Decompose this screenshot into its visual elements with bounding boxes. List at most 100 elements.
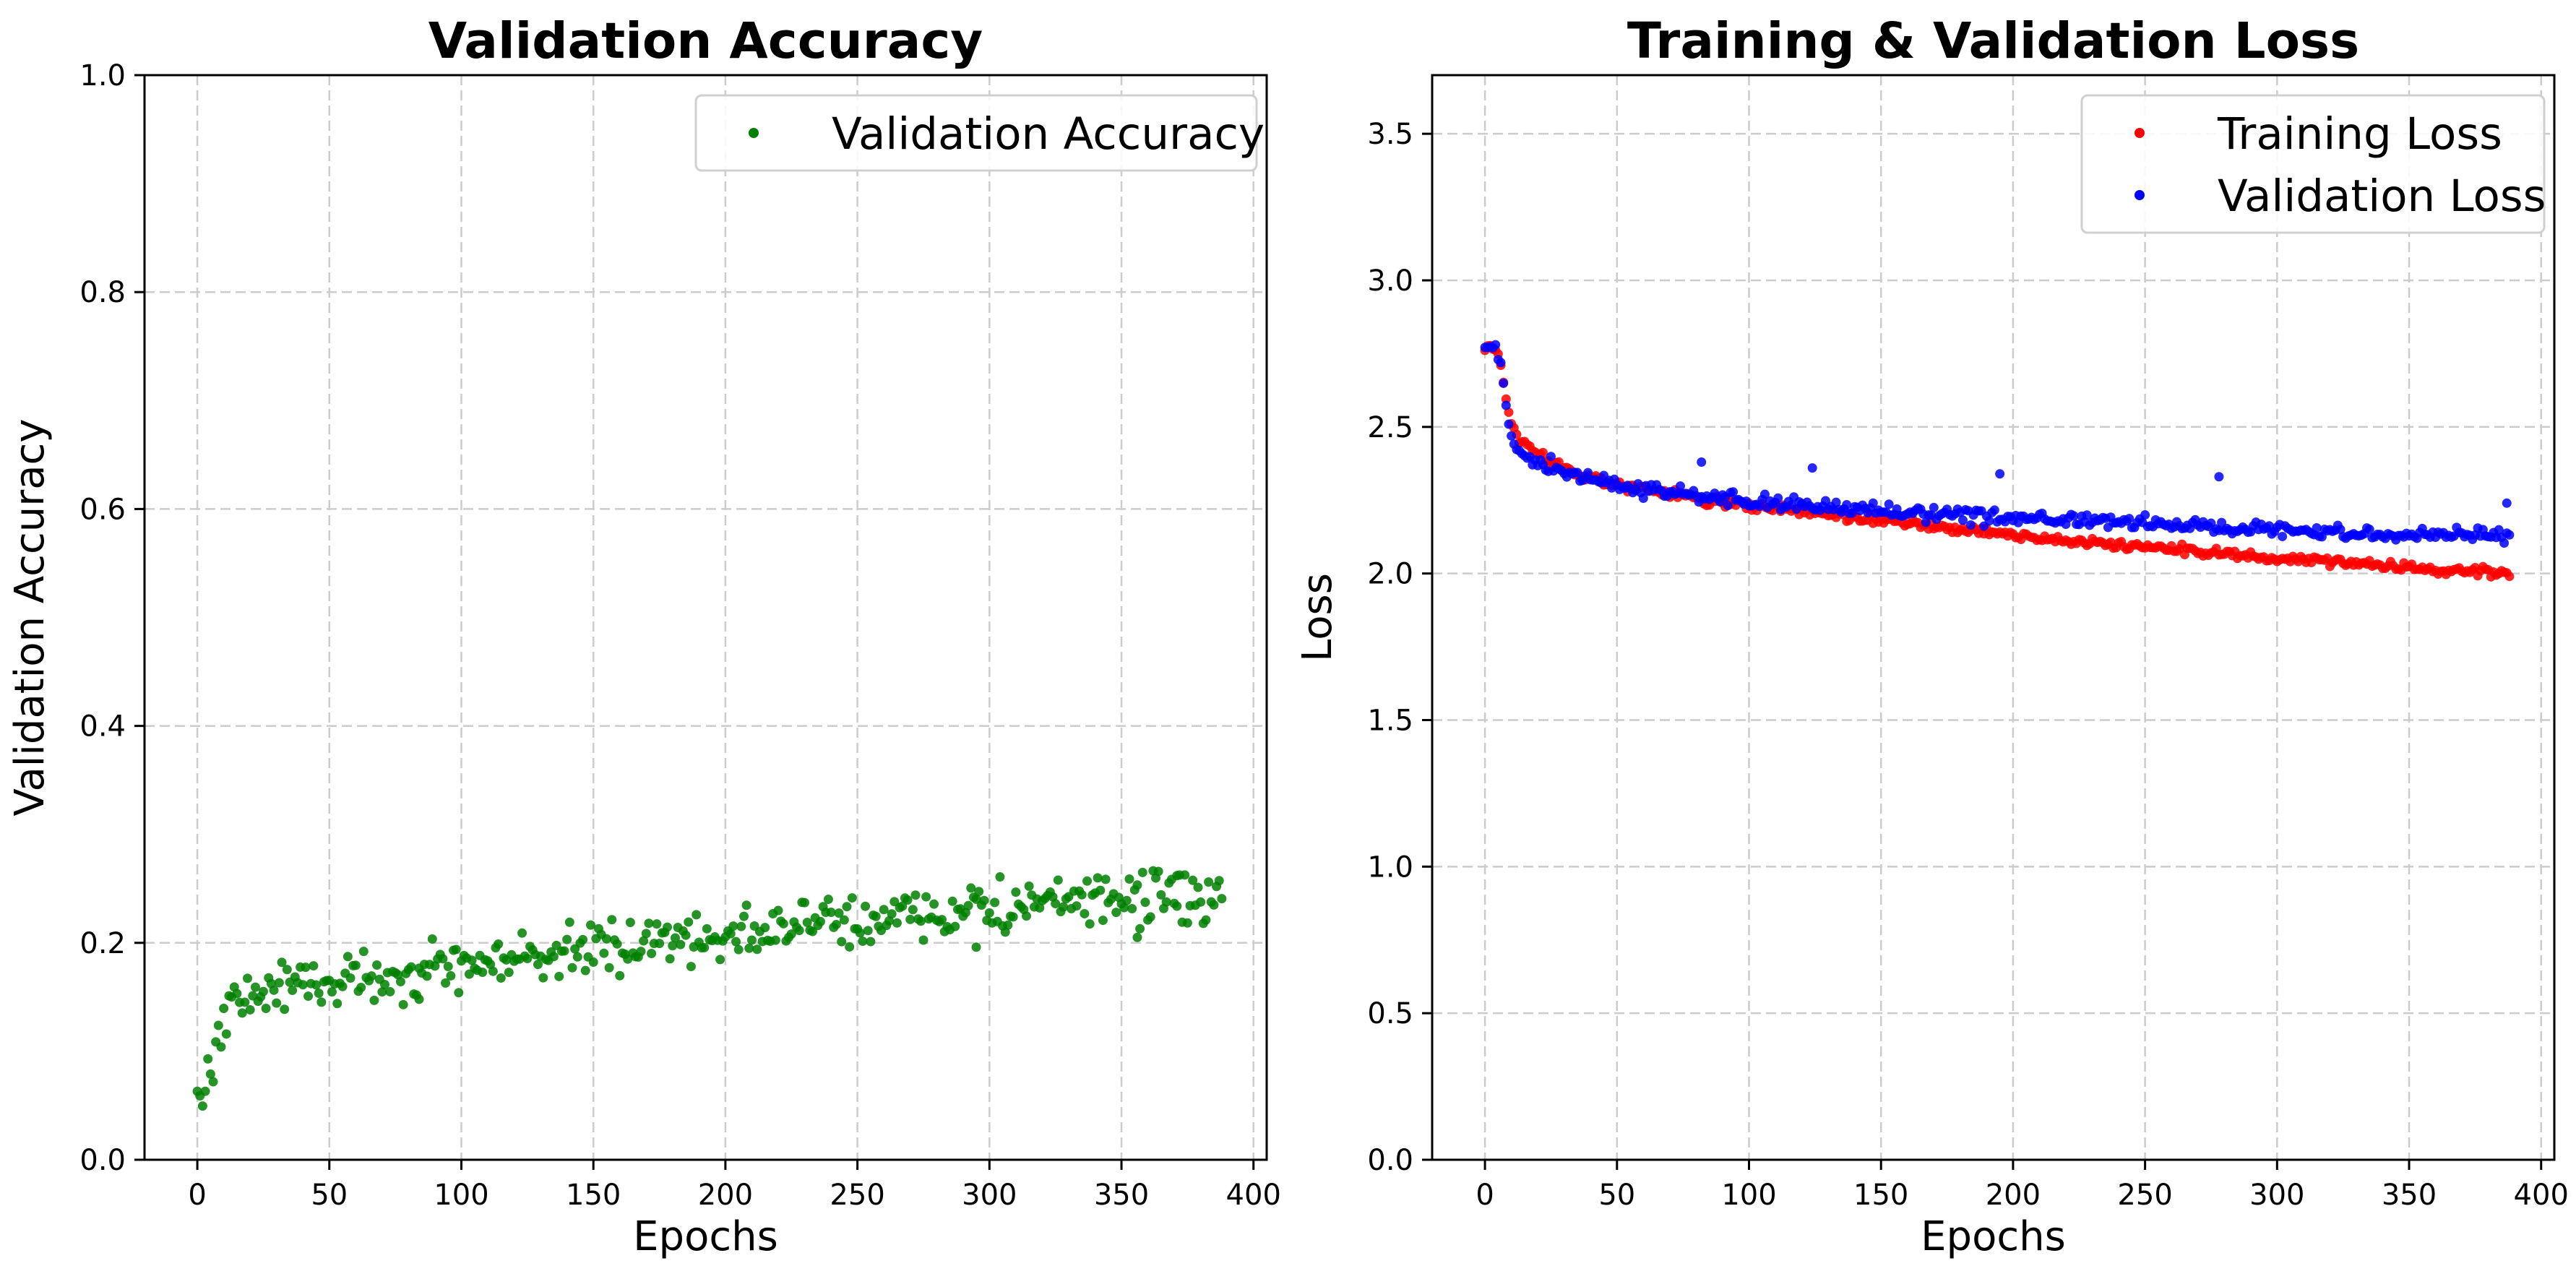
data-point <box>2499 538 2510 548</box>
data-point <box>1723 501 1733 511</box>
data-point <box>1572 468 1582 478</box>
data-point <box>681 930 691 940</box>
data-point <box>639 936 649 946</box>
data-point <box>1132 932 1142 942</box>
data-point <box>356 983 366 993</box>
y-tick-label: 2.5 <box>1367 411 1413 444</box>
data-point <box>311 980 322 990</box>
data-point <box>1124 874 1134 884</box>
data-point <box>298 980 308 990</box>
data-point <box>1504 419 1514 429</box>
data-point <box>794 926 804 936</box>
y-tick-label: 1.0 <box>79 59 126 92</box>
y-tick-label: 1.0 <box>1367 850 1413 884</box>
data-point <box>839 915 849 925</box>
x-tick-label: 300 <box>962 1179 1017 1212</box>
data-point <box>908 905 918 915</box>
data-point <box>414 994 424 1004</box>
y-tick-label: 0.2 <box>79 927 126 960</box>
data-point <box>358 947 369 957</box>
x-tick-label: 400 <box>2514 1179 2569 1212</box>
data-point <box>2504 572 2515 582</box>
data-point <box>1156 890 1166 900</box>
data-point <box>641 929 651 939</box>
data-point <box>1021 911 1031 921</box>
data-point <box>443 962 453 972</box>
data-point <box>250 982 260 992</box>
data-point <box>1153 866 1163 877</box>
data-point <box>786 929 796 939</box>
data-point <box>892 918 902 928</box>
data-point <box>2364 525 2374 535</box>
data-point <box>1984 516 1994 526</box>
data-point <box>564 917 574 927</box>
data-point <box>802 917 812 927</box>
data-point <box>1095 885 1106 895</box>
data-point <box>2335 525 2345 535</box>
data-point <box>1098 916 1108 926</box>
x-tick-label: 350 <box>2382 1179 2437 1212</box>
data-point <box>1182 918 1192 928</box>
data-point <box>995 872 1005 882</box>
data-point <box>369 995 379 1005</box>
data-point <box>1201 915 1211 925</box>
data-point <box>752 944 762 955</box>
data-point <box>548 952 559 962</box>
data-point <box>871 911 881 921</box>
data-point <box>855 928 865 938</box>
data-point <box>1633 478 1643 488</box>
data-point <box>269 985 279 995</box>
data-point <box>905 914 916 924</box>
data-point <box>887 909 897 919</box>
data-point <box>744 943 754 953</box>
data-point <box>494 939 504 949</box>
data-point <box>773 905 783 916</box>
data-point <box>746 935 757 945</box>
data-point <box>601 934 611 944</box>
data-point <box>918 935 929 945</box>
x-tick-label: 100 <box>434 1179 488 1212</box>
data-point <box>438 954 448 964</box>
data-point <box>562 934 572 944</box>
data-point <box>345 973 356 983</box>
x-tick-label: 400 <box>1226 1179 1281 1212</box>
data-point <box>831 919 841 929</box>
data-point <box>1989 505 1999 515</box>
data-point <box>427 934 437 944</box>
data-point <box>277 957 287 968</box>
data-point <box>2140 510 2150 520</box>
data-point <box>842 902 852 912</box>
data-point <box>280 1004 290 1015</box>
data-point <box>237 1008 247 1018</box>
data-point <box>947 896 957 906</box>
data-point <box>1921 517 1931 527</box>
data-point <box>910 890 921 900</box>
data-point <box>2082 510 2092 520</box>
data-point <box>897 901 908 911</box>
data-point <box>385 986 395 996</box>
data-point <box>197 1101 207 1111</box>
data-point <box>1204 877 1214 887</box>
data-point <box>332 999 343 1009</box>
data-point <box>604 963 614 973</box>
data-point <box>398 999 408 1009</box>
x-tick-label: 100 <box>1721 1179 1776 1212</box>
x-tick-label: 0 <box>188 1179 206 1212</box>
data-point <box>366 971 376 981</box>
data-point <box>1209 900 1219 910</box>
data-point <box>1957 515 1968 525</box>
x-tick-label: 250 <box>2117 1179 2172 1212</box>
data-point <box>1127 903 1137 913</box>
x-tick-label: 250 <box>830 1179 884 1212</box>
data-point <box>1196 897 1206 907</box>
y-axis-label: Loss <box>1294 573 1341 662</box>
data-point <box>522 954 533 964</box>
data-point <box>725 929 736 939</box>
data-point <box>636 947 646 957</box>
data-point <box>221 1029 231 1039</box>
data-point <box>1759 489 1770 499</box>
y-tick-label: 0.0 <box>1367 1144 1413 1177</box>
data-point <box>372 960 382 970</box>
data-point <box>699 942 710 952</box>
data-point <box>1583 468 1593 478</box>
